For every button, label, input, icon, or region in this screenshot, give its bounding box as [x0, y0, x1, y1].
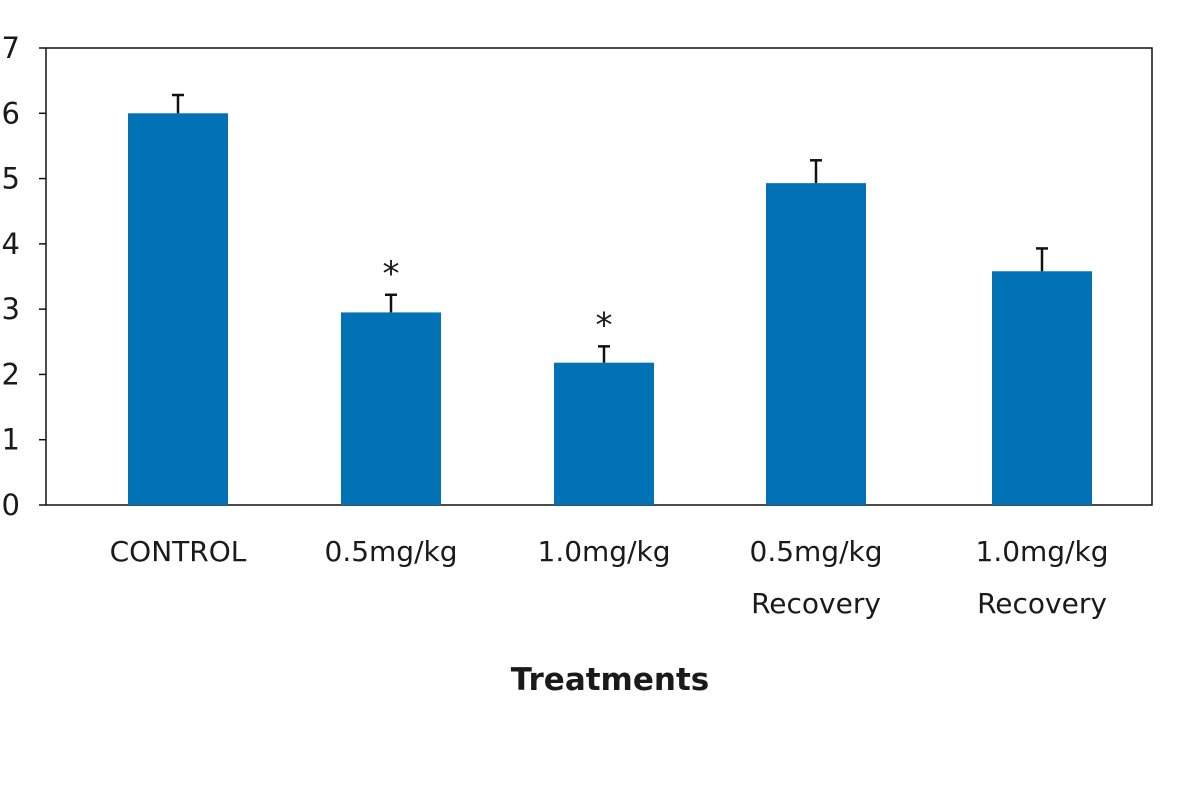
bar — [341, 312, 441, 505]
y-tick-label: 3 — [2, 292, 20, 326]
x-category-label: 0.5mg/kg — [750, 535, 883, 568]
x-category-label: 0.5mg/kg — [325, 535, 458, 568]
significance-markers: ** — [383, 254, 613, 346]
error-bars — [172, 93, 1048, 363]
significance-asterisk: * — [596, 305, 613, 345]
bars — [128, 113, 1092, 506]
significance-asterisk: * — [383, 254, 400, 294]
y-tick-label: 5 — [2, 162, 20, 196]
y-axis: 0 1 2 3 4 5 6 7 — [2, 31, 46, 522]
y-tick-label: 4 — [2, 227, 20, 261]
x-category-label: CONTROL — [110, 535, 247, 568]
bar — [128, 113, 228, 506]
bar — [992, 271, 1092, 505]
y-tick-label: 6 — [2, 96, 20, 130]
x-category-label: Recovery — [977, 587, 1107, 620]
x-axis-title: Treatments — [511, 662, 709, 698]
x-category-label: Recovery — [751, 587, 881, 620]
y-tick-label: 7 — [2, 31, 20, 65]
x-axis-labels: CONTROL 0.5mg/kg 1.0mg/kg 0.5mg/kg Recovery 1… — [110, 535, 1109, 620]
bar — [766, 183, 866, 506]
y-tick-label: 0 — [2, 488, 20, 522]
x-category-label: 1.0mg/kg — [976, 535, 1109, 568]
y-tick-label: 2 — [2, 357, 20, 391]
y-tick-label: 1 — [2, 423, 20, 457]
x-category-label: 1.0mg/kg — [538, 535, 671, 568]
bar — [554, 362, 654, 505]
